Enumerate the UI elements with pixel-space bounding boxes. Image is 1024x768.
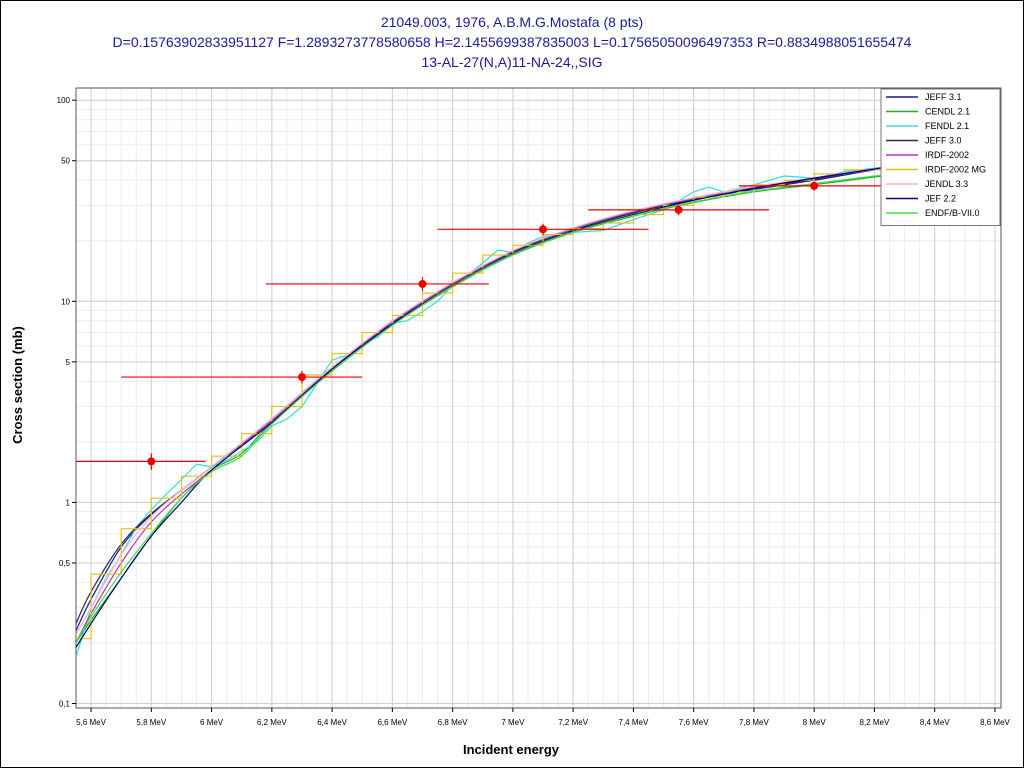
x-tick-label: 8,4 MeV xyxy=(920,718,950,727)
legend-label: IRDF-2002 xyxy=(925,150,969,160)
x-tick-label: 5,8 MeV xyxy=(136,718,166,727)
chart-title-line-2: D=0.15763902833951127 F=1.28932737785806… xyxy=(112,34,912,50)
y-tick-label: 100 xyxy=(57,96,71,105)
legend-label: JEFF 3.1 xyxy=(925,92,962,102)
x-tick-label: 6,2 MeV xyxy=(257,718,287,727)
legend-label: FENDL 2.1 xyxy=(925,121,969,131)
y-tick-label: 0,5 xyxy=(59,559,71,568)
exp-point xyxy=(810,181,819,190)
exp-point xyxy=(674,205,683,214)
x-tick-label: 6,8 MeV xyxy=(438,718,468,727)
series-line-7 xyxy=(76,164,905,635)
x-tick-label: 8,2 MeV xyxy=(860,718,890,727)
plot-area xyxy=(75,87,1002,709)
series-line-2 xyxy=(76,173,905,644)
chart-title-line-1: 21049.003, 1976, A.B.M.G.Mostafa (8 pts) xyxy=(380,14,644,30)
series-line-3 xyxy=(76,165,905,658)
series-line-9 xyxy=(76,172,905,644)
y-axis-ticks: 0,1 0,5 1 5 10 50 100 xyxy=(57,96,76,709)
experimental-points xyxy=(76,181,905,470)
grid xyxy=(75,88,1001,708)
exp-point xyxy=(418,279,427,288)
x-tick-label: 7,2 MeV xyxy=(558,718,588,727)
x-tick-label: 6,4 MeV xyxy=(317,718,347,727)
y-tick-label: 50 xyxy=(61,157,70,166)
exp-point xyxy=(539,225,548,234)
x-tick-label: 7,8 MeV xyxy=(739,718,769,727)
x-tick-label: 7 MeV xyxy=(501,718,525,727)
x-axis-ticks: 5,6 MeV 5,8 MeV 6 MeV 6,2 MeV 6,4 MeV 6,6 MeV… xyxy=(76,708,1011,727)
legend-label: CENDL 2.1 xyxy=(925,107,970,117)
exp-point xyxy=(147,457,156,466)
x-tick-label: 8,6 MeV xyxy=(980,718,1010,727)
series-lines xyxy=(76,163,905,658)
series-line-5 xyxy=(76,165,905,644)
legend: JEFF 3.1 CENDL 2.1 FENDL 2.1 JEFF 3.0 IRDF-2… xyxy=(880,88,1001,226)
x-tick-label: 5,6 MeV xyxy=(76,718,106,727)
y-tick-label: 10 xyxy=(61,297,70,306)
legend-label: JENDL 3.3 xyxy=(925,179,968,189)
series-line-1 xyxy=(76,165,905,632)
x-tick-label: 7,6 MeV xyxy=(679,718,709,727)
x-tick-label: 8 MeV xyxy=(803,718,827,727)
x-tick-label: 6 MeV xyxy=(200,718,224,727)
chart-title-line-3: 13-AL-27(N,A)11-NA-24,,SIG xyxy=(421,54,603,70)
exp-point xyxy=(297,373,306,382)
y-tick-label: 1 xyxy=(66,498,71,507)
legend-label: ENDF/B-VII.0 xyxy=(925,208,980,218)
y-axis-title: Cross section (mb) xyxy=(10,326,25,444)
legend-label: JEFF 3.0 xyxy=(925,136,962,146)
x-tick-label: 7,4 MeV xyxy=(619,718,649,727)
x-axis-title: Incident energy xyxy=(463,742,560,757)
y-tick-label: 5 xyxy=(66,358,71,367)
series-line-6 xyxy=(76,169,905,640)
series-line-8 xyxy=(76,163,905,648)
legend-label: IRDF-2002 MG xyxy=(925,165,986,175)
x-tick-label: 6,6 MeV xyxy=(377,718,407,727)
series-line-4 xyxy=(76,163,905,624)
y-tick-label: 0,1 xyxy=(59,700,71,709)
legend-label: JEF 2.2 xyxy=(925,194,956,204)
